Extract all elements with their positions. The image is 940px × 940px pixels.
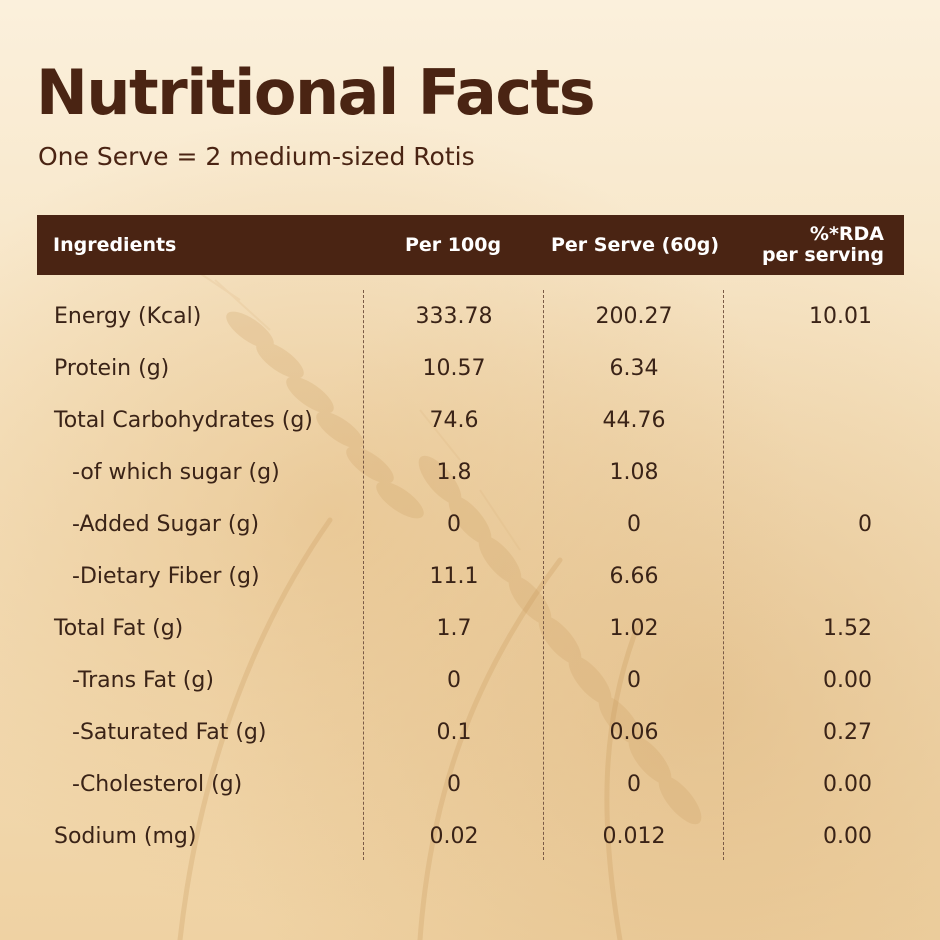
row-per-100g: 333.78 [415, 303, 493, 329]
row-rda: 0 [858, 511, 872, 537]
row-rda: 0.00 [823, 667, 872, 693]
header-rda-line1: %*RDA [809, 223, 884, 246]
header-rda-line2: per serving [761, 244, 884, 266]
column-divider [723, 290, 724, 860]
table-row: Sodium (mg) 0.02 0.012 0.00 [0, 810, 940, 862]
table-row: Protein (g) 10.57 6.34 [0, 342, 940, 394]
table-row: Total Fat (g) 1.7 1.02 1.52 [0, 602, 940, 654]
row-per-100g: 1.7 [436, 615, 472, 641]
table-row: Energy (Kcal) 333.78 200.27 10.01 [0, 290, 940, 342]
table-row: -Trans Fat (g) 0 0 0.00 [0, 654, 940, 706]
row-per-serve: 1.02 [609, 615, 659, 641]
table-row: -of which sugar (g) 1.8 1.08 [0, 446, 940, 498]
row-name: -Dietary Fiber (g) [72, 563, 260, 589]
row-per-serve: 1.08 [609, 459, 659, 485]
row-name: -Cholesterol (g) [72, 771, 243, 797]
row-name: Protein (g) [54, 355, 170, 381]
row-name: Sodium (mg) [54, 823, 197, 849]
row-per-serve: 44.76 [602, 407, 666, 433]
table-row: -Cholesterol (g) 0 0 0.00 [0, 758, 940, 810]
row-per-100g: 1.8 [436, 459, 472, 485]
header-rda: %*RDA per serving [762, 215, 884, 275]
row-per-100g: 11.1 [429, 563, 479, 589]
row-per-100g: 0 [447, 771, 461, 797]
table-row: -Saturated Fat (g) 0.1 0.06 0.27 [0, 706, 940, 758]
row-rda: 1.52 [823, 615, 872, 641]
row-name: Total Fat (g) [54, 615, 184, 641]
row-per-100g: 0 [447, 511, 461, 537]
row-name: -Saturated Fat (g) [72, 719, 267, 745]
row-per-serve: 0.06 [609, 719, 659, 745]
row-per-serve: 0 [627, 771, 641, 797]
column-divider [543, 290, 544, 860]
row-per-serve: 200.27 [595, 303, 673, 329]
row-name: -Trans Fat (g) [72, 667, 214, 693]
row-name: Energy (Kcal) [54, 303, 202, 329]
table-row: Total Carbohydrates (g) 74.6 44.76 [0, 394, 940, 446]
row-name: -of which sugar (g) [72, 459, 280, 485]
header-per-serve: Per Serve (60g) [551, 234, 720, 256]
column-divider [363, 290, 364, 860]
table-header: Ingredients Per 100g Per Serve (60g) %*R… [37, 215, 904, 275]
row-per-serve: 6.34 [609, 355, 659, 381]
row-rda: 0.00 [823, 771, 872, 797]
page-title: Nutritional Facts [36, 56, 596, 129]
row-per-serve: 0 [627, 511, 641, 537]
table-row: -Added Sugar (g) 0 0 0 [0, 498, 940, 550]
table-row: -Dietary Fiber (g) 11.1 6.66 [0, 550, 940, 602]
row-rda: 0.00 [823, 823, 872, 849]
row-per-serve: 0 [627, 667, 641, 693]
row-per-100g: 74.6 [429, 407, 479, 433]
serving-size-subtitle: One Serve = 2 medium-sized Rotis [38, 142, 475, 171]
row-name: Total Carbohydrates (g) [54, 407, 313, 433]
row-per-100g: 0.02 [429, 823, 479, 849]
row-rda: 0.27 [823, 719, 872, 745]
row-per-serve: 0.012 [602, 823, 666, 849]
header-ingredients: Ingredients [53, 234, 177, 256]
row-rda: 10.01 [809, 303, 872, 329]
header-per-100g: Per 100g [405, 234, 502, 256]
row-per-100g: 0 [447, 667, 461, 693]
row-name: -Added Sugar (g) [72, 511, 260, 537]
row-per-100g: 0.1 [436, 719, 472, 745]
row-per-serve: 6.66 [609, 563, 659, 589]
row-per-100g: 10.57 [422, 355, 486, 381]
